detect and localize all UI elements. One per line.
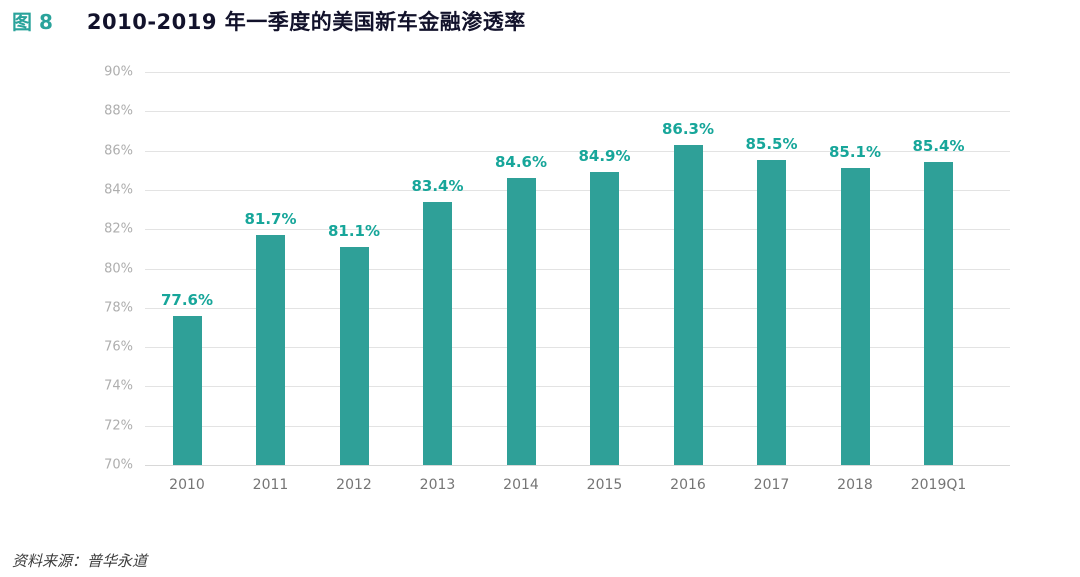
y-tick-label: 84% [104,182,133,198]
bar-value-label: 85.4% [912,137,965,156]
bar-chart: 70% 72% 74% 76% 78% 80% 82% 84% 86% 88% 90% 77.6% 20… [104,65,1010,493]
gridline [145,111,1010,113]
bar-2011 [256,235,285,465]
gridline [145,229,1010,231]
bar-value-label: 85.5% [745,135,798,154]
y-tick-label: 82% [104,221,133,237]
bar-value-label: 81.7% [244,210,297,229]
x-tick-label: 2013 [419,477,456,493]
bar-2016 [673,144,703,465]
bar-2018 [840,168,870,465]
x-tick-label: 2016 [670,477,706,493]
gridline [145,386,1010,388]
gridline [145,307,1010,309]
gridline [145,347,1010,349]
x-tick-label: 2018 [837,477,873,493]
x-tick-label: 2015 [586,477,623,493]
y-tick-label: 88% [104,103,133,119]
bar-value-label: 86.3% [661,119,715,138]
y-tick-label: 76% [104,339,133,355]
figure-header: 图 8 2010-2019 年一季度的美国新车金融渗透率 [12,6,526,36]
bar-2019Q1 [924,162,953,465]
bar-value-label: 84.6% [494,153,548,172]
source-note: 资料来源：普华永道 [12,552,148,570]
bar-value-label: 81.1% [327,221,381,240]
y-tick-label: 86% [104,143,133,159]
bar-2012 [339,246,369,465]
y-tick-label: 80% [104,261,133,276]
bar-2014 [506,178,536,465]
gridline [145,72,1010,73]
bar-value-label: 77.6% [160,290,214,309]
y-tick-label: 70% [104,457,133,473]
y-tick-label: 78% [104,300,133,316]
gridline [145,150,1010,152]
x-tick-label: 2014 [503,477,539,493]
plot-area: 70% 72% 74% 76% 78% 80% 82% 84% 86% 88% 90% 77.6% 20… [104,65,1010,493]
y-tick-label: 72% [104,418,133,434]
gridline [145,425,1010,427]
bar-value-label: 84.9% [578,147,631,166]
gridline [145,189,1010,191]
x-tick-label: 2010 [169,477,205,493]
bar-2010 [172,315,202,465]
bar-value-label: 83.4% [411,176,464,195]
figure-title: 2010-2019 年一季度的美国新车金融渗透率 [86,10,526,34]
figure-number: 图 8 [12,10,53,34]
x-axis-line [145,465,1010,466]
bar-2015 [590,172,619,465]
bar-2017 [757,160,786,465]
x-tick-label: 2012 [336,477,372,493]
y-tick-label: 90% [104,64,133,80]
x-tick-label: 2017 [753,477,790,493]
bar-2013 [423,201,452,465]
y-tick-label: 74% [104,378,133,394]
gridline [145,268,1010,270]
x-tick-label: 2019Q1 [910,477,967,493]
x-tick-label: 2011 [252,477,289,493]
bar-value-label: 85.1% [828,143,882,162]
